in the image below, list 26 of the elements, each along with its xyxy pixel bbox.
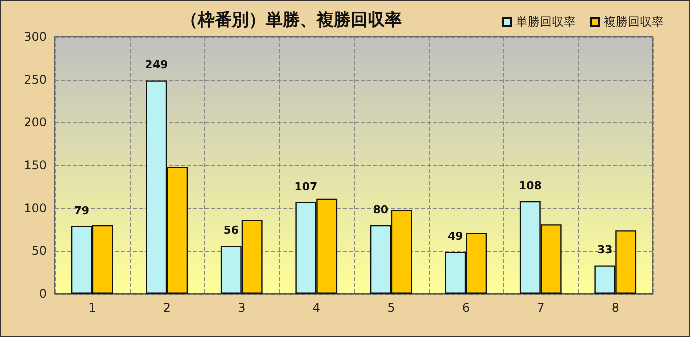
y-tick-label: 200 <box>24 116 47 130</box>
chart-title: （枠番別）単勝、複勝回収率 <box>181 10 402 30</box>
x-tick-label: 1 <box>88 301 96 315</box>
data-label: 108 <box>518 179 542 192</box>
y-tick-label: 100 <box>24 201 47 216</box>
y-tick-label: 50 <box>32 244 47 258</box>
data-label: 79 <box>74 204 90 218</box>
x-tick-label: 7 <box>537 301 545 315</box>
y-tick-label: 150 <box>24 158 47 172</box>
data-label: 80 <box>373 203 389 216</box>
data-label: 56 <box>224 224 240 238</box>
data-label: 249 <box>145 58 168 72</box>
x-tick-label: 3 <box>238 301 246 315</box>
y-tick-label: 250 <box>24 72 47 87</box>
x-tick-label: 2 <box>163 301 171 315</box>
x-tick-label: 6 <box>462 301 470 315</box>
y-tick-label: 300 <box>24 30 47 44</box>
data-label: 107 <box>294 180 318 194</box>
legend-label: 単勝回収率 <box>516 15 576 29</box>
x-tick-label: 4 <box>312 301 320 315</box>
data-label: 49 <box>448 230 464 244</box>
y-tick-label: 0 <box>39 287 47 301</box>
x-tick-label: 5 <box>388 301 396 315</box>
legend-label: 複勝回収率 <box>604 15 664 29</box>
data-label: 33 <box>598 244 613 257</box>
x-tick-label: 8 <box>612 301 620 315</box>
